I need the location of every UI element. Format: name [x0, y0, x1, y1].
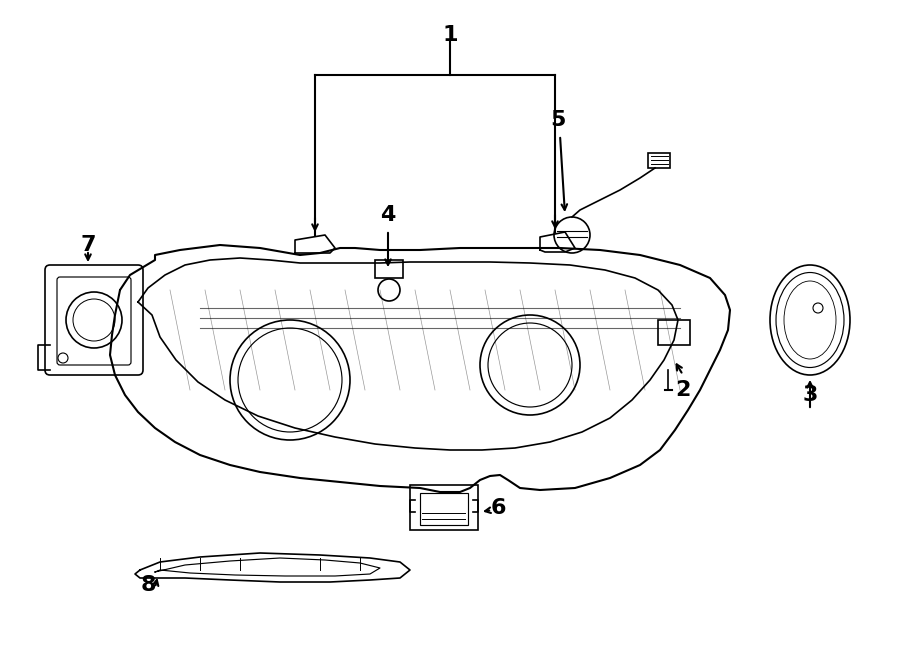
- Text: 7: 7: [80, 235, 95, 255]
- Text: 3: 3: [802, 385, 818, 405]
- Text: 2: 2: [675, 380, 690, 400]
- Text: 4: 4: [381, 205, 396, 225]
- Text: 1: 1: [442, 25, 458, 45]
- Text: 6: 6: [491, 498, 506, 518]
- Text: 8: 8: [140, 575, 156, 595]
- Text: 5: 5: [550, 110, 566, 130]
